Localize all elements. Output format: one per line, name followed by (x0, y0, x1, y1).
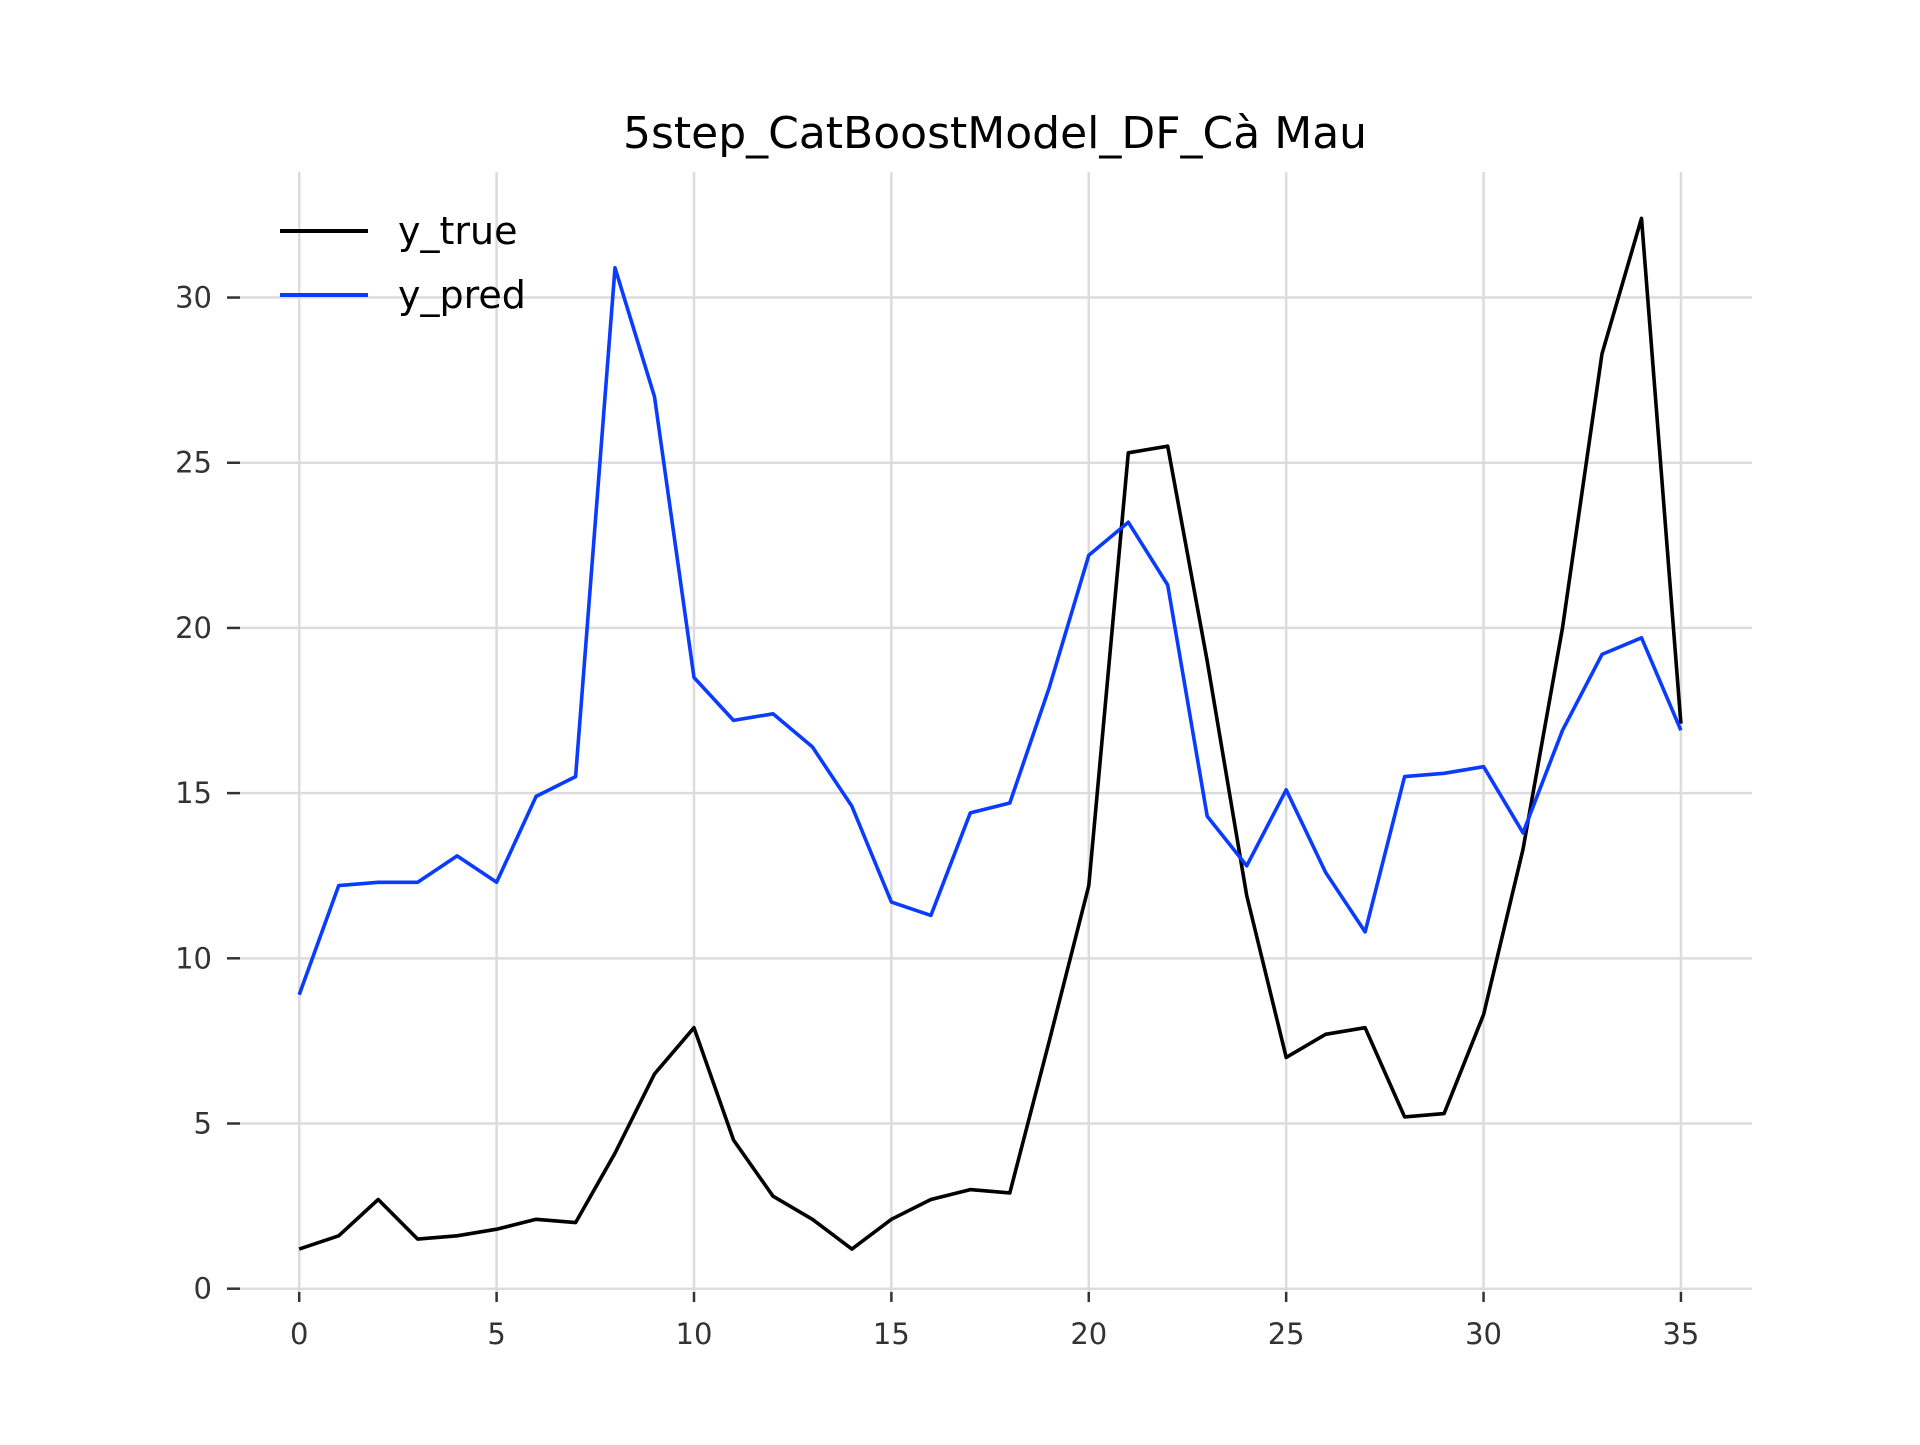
x-tick-label: 10 (676, 1317, 713, 1351)
y-tick-label: 25 (175, 446, 212, 480)
series-lines (297, 216, 1683, 1251)
x-tick-label: 25 (1268, 1317, 1305, 1351)
legend: y_true y_pred (280, 209, 526, 317)
x-tick-label: 15 (873, 1317, 910, 1351)
legend-label-y-pred: y_pred (398, 273, 526, 317)
x-tick-label: 5 (487, 1317, 505, 1351)
y-tick-label: 0 (194, 1272, 212, 1306)
x-tick-label: 20 (1070, 1317, 1107, 1351)
axes: 0 5 10 15 20 25 30 35 0 5 10 15 20 25 30 (175, 281, 1699, 1351)
x-tick-label: 35 (1662, 1317, 1699, 1351)
y-tick-label: 20 (175, 611, 212, 645)
series-line-y-true (298, 216, 1683, 1251)
chart-title: 5step_CatBoostModel_DF_Cà Mau (623, 108, 1367, 159)
series-line-y-pred (297, 265, 1683, 996)
y-tick-label: 30 (175, 281, 212, 315)
y-tick-label: 10 (175, 941, 212, 975)
x-tick-label: 0 (290, 1317, 308, 1351)
y-tick-label: 15 (175, 776, 212, 810)
x-tick-label: 30 (1465, 1317, 1502, 1351)
y-tick-label: 5 (194, 1107, 212, 1141)
grid (240, 172, 1752, 1292)
legend-label-y-true: y_true (398, 209, 517, 253)
